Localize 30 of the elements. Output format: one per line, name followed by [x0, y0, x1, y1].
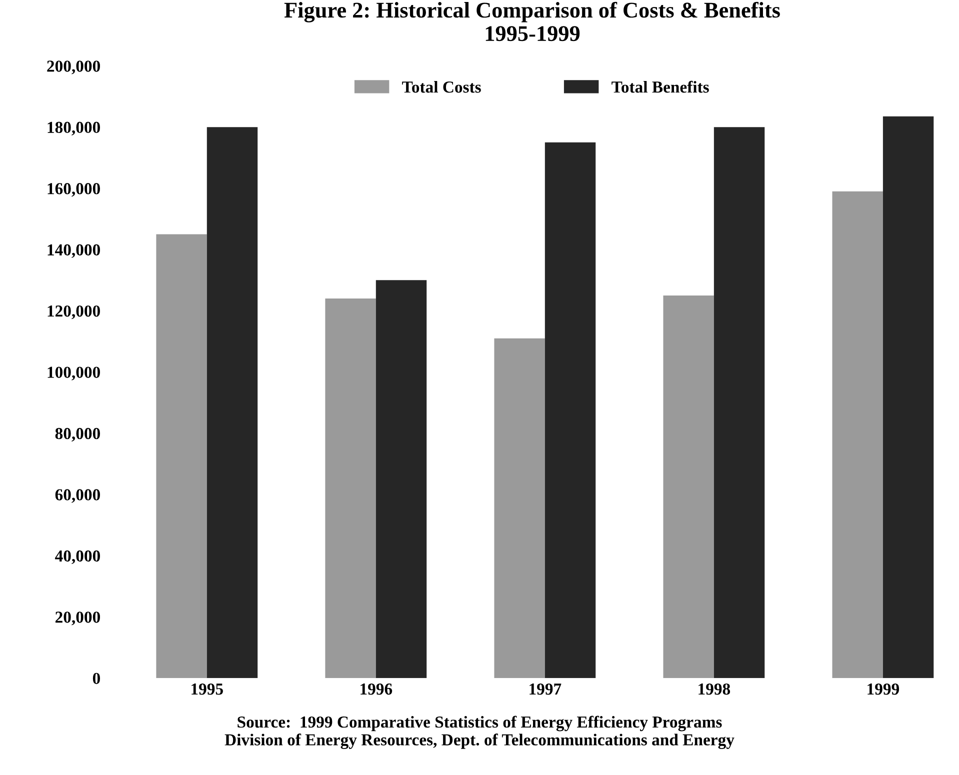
source-note: Source: 1999 Comparative Statistics of Energy Efficiency Programs Division of Energy Resources, Dept. of Telecommunications and Energy — [224, 716, 734, 749]
bar — [882, 116, 934, 678]
chart-title: Figure 2: Historical Comparison of Costs & Benefits 1995-1999 — [284, 2, 780, 42]
y-tick-label: 200,000 — [47, 60, 100, 74]
x-tick-label: 1999 — [868, 684, 900, 695]
legend-label: Total Costs — [402, 80, 481, 93]
x-tick-label: 1995 — [192, 684, 223, 695]
y-tick-label: 0 — [92, 672, 100, 684]
y-tick-label: 160,000 — [48, 183, 100, 197]
x-tick-label: 1998 — [698, 683, 730, 695]
y-tick-label: 180,000 — [48, 122, 100, 136]
y-tick-label: 140,000 — [48, 244, 100, 258]
bar — [714, 127, 765, 678]
x-tick-label: 1996 — [360, 684, 392, 695]
bar — [544, 142, 596, 678]
y-tick-label: 120,000 — [48, 305, 100, 320]
y-tick-label: 20,000 — [55, 612, 100, 626]
x-tick-label: 1997 — [530, 684, 562, 695]
bar — [206, 127, 258, 678]
bar — [376, 280, 427, 678]
y-tick-label: 100,000 — [48, 366, 100, 380]
bar — [325, 298, 376, 678]
y-tick-label: 80,000 — [55, 428, 100, 442]
y-tick-label: 40,000 — [55, 550, 100, 564]
bar — [832, 191, 883, 678]
bar — [663, 295, 714, 678]
bar — [494, 338, 545, 678]
bar — [156, 234, 207, 678]
legend-label: Total Benefits — [612, 80, 709, 93]
y-tick-label: 60,000 — [55, 489, 100, 503]
